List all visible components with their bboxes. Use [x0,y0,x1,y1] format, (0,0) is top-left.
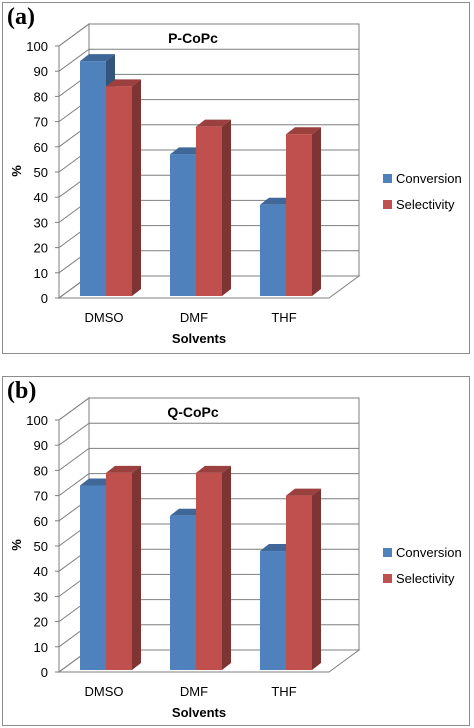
chart-0-y-tick-label: 80 [34,89,48,104]
chart-0-y-tick-label: 90 [34,64,48,79]
chart-1-x-tick-label: DMSO [85,684,124,699]
chart-0-bar-selectivity-thf [286,127,321,296]
chart-1-bar-front [80,485,106,670]
chart-0-bar-selectivity-dmf [196,119,231,296]
chart-0-y-axis-label: % [9,165,24,177]
chart-0-bar-top [80,54,115,62]
chart-0-x-tick-label: DMF [180,310,208,325]
chart-0-y-tick-label: 40 [34,190,48,205]
chart-1-gridline [58,397,359,421]
chart-1-bar-top [196,465,231,473]
chart-1-legend-label-selectivity: Selectivity [396,571,455,586]
panel-label-a: (a) [7,4,35,30]
chart-1-y-tick-label: 0 [41,665,48,680]
chart-1-y-tick-label: 10 [34,640,48,655]
chart-0-bar-top [286,127,321,135]
chart-1-y-tick-label: 50 [34,539,48,554]
chart-1-bar-top [106,465,141,473]
chart-0-y-tick-label: 70 [34,115,48,130]
chart-0-x-tick-label: THF [271,310,296,325]
chart-1-bar-side [312,488,321,670]
chart-0-legend-swatch-conversion [383,174,392,183]
chart-1-bar-top [286,488,321,496]
chart-1-bar-front [170,515,196,670]
chart-0-bar-selectivity-dmso [106,79,141,296]
chart-1-x-axis-label: Solvents [172,705,226,720]
chart-1-gridline [58,422,359,446]
chart-0-legend-label-selectivity: Selectivity [396,197,455,212]
chart-0-y-tick-label: 50 [34,165,48,180]
chart-1-bar-selectivity-dmso [106,465,141,670]
chart-0-y-tick-label: 30 [34,215,48,230]
chart-1-y-tick-label: 90 [34,438,48,453]
chart-0-y-tick-label: 0 [41,291,48,306]
chart-1-gridline [58,473,359,497]
chart-1-bar-selectivity-dmf [196,465,231,670]
chart-b-svg: 0 10 20 30 40 50 60 70 80 90 100 DMSO DMF THF Q-CoPc So… [9,397,462,720]
chart-1-gridline [58,447,359,471]
chart-1-bar-front [106,472,132,670]
chart-1-x-tick-label: DMF [180,684,208,699]
chart-1-y-tick-label: 30 [34,589,48,604]
chart-0-y-tick-label: 100 [26,39,48,54]
chart-0-bar-front [286,134,312,296]
chart-1-y-tick-label: 70 [34,489,48,504]
chart-0-bar-front [106,86,132,296]
chart-1-bar-front [286,495,312,670]
chart-0-bar-side [312,127,321,296]
chart-0-bar-front [80,61,106,297]
chart-0-bar-front [170,154,196,296]
chart-0-bar-front [196,126,222,296]
chart-1-title: Q-CoPc [167,404,219,420]
chart-0-bar-side [132,79,141,296]
chart-a-svg: 0 10 20 30 40 50 60 70 80 90 100 DMSO DMF THF P-CoPc So… [9,23,462,346]
chart-1-x-tick-label: THF [271,684,296,699]
chart-1-y-tick-label: 40 [34,564,48,579]
chart-0-bar-top [196,119,231,127]
chart-1-legend-swatch-conversion [383,548,392,557]
chart-1-y-tick-label: 100 [26,413,48,428]
chart-0-bar-front [260,204,286,296]
chart-0-title: P-CoPc [168,30,218,46]
chart-0-gridline [58,48,359,72]
chart-1-legend-label-conversion: Conversion [396,545,462,560]
chart-1-y-axis-label: % [9,539,24,551]
chart-1-bar-selectivity-thf [286,488,321,670]
chart-0-legend-swatch-selectivity [383,200,392,209]
chart-1-y-tick-label: 80 [34,463,48,478]
chart-1-bar-front [196,472,222,670]
chart-1-y-tick-label: 60 [34,514,48,529]
chart-panel-a: 0 10 20 30 40 50 60 70 80 90 100 DMSO DMF THF P-CoPc So… [2,2,470,354]
chart-0-y-tick-label: 20 [34,241,48,256]
chart-0-legend-label-conversion: Conversion [396,171,462,186]
chart-0-gridline [58,23,359,47]
chart-1-bar-side [132,465,141,670]
chart-0-bar-top [106,79,141,87]
chart-0-x-axis-label: Solvents [172,331,226,346]
chart-panel-b: 0 10 20 30 40 50 60 70 80 90 100 DMSO DMF THF Q-CoPc So… [2,376,470,726]
chart-1-y-tick-label: 20 [34,615,48,630]
chart-1-bar-front [260,551,286,670]
chart-0-x-tick-label: DMSO [85,310,124,325]
panel-label-b: (b) [7,378,37,404]
chart-1-legend-swatch-selectivity [383,574,392,583]
chart-0-bar-side [222,119,231,296]
chart-0-y-tick-label: 10 [34,266,48,281]
chart-0-y-tick-label: 60 [34,140,48,155]
chart-1-bar-side [222,465,231,670]
